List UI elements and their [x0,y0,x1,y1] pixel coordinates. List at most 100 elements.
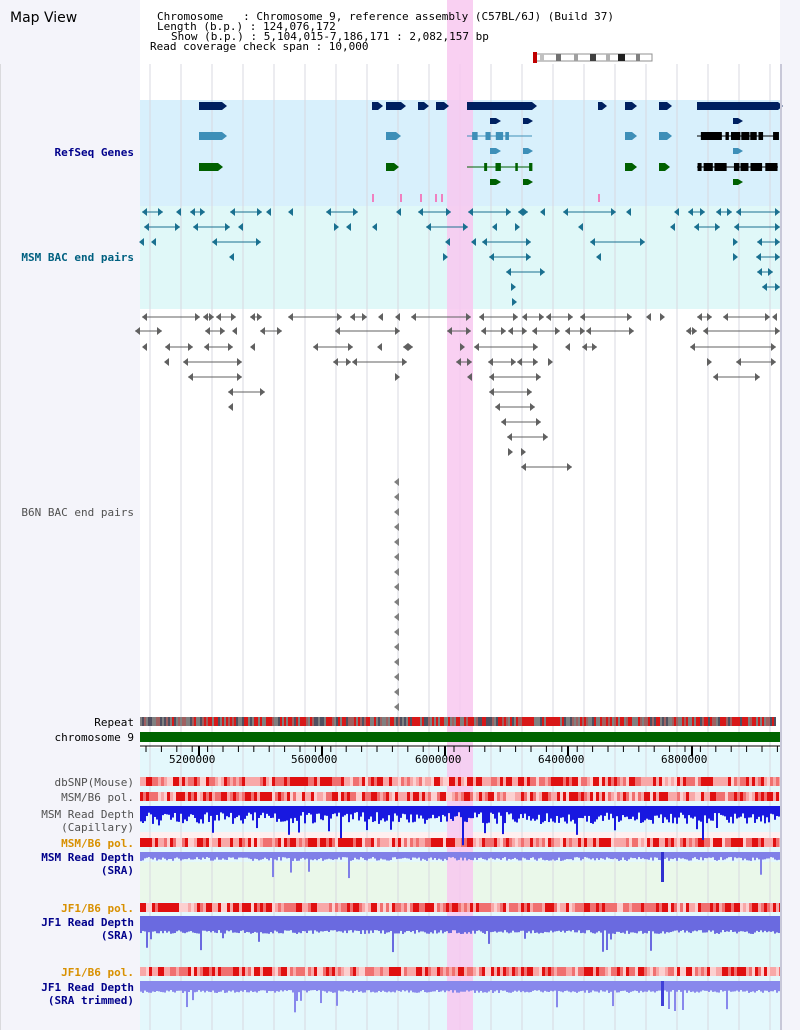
msm-bac-end [266,208,271,216]
jf1-pol-trimmed-heat-cell [185,967,188,976]
b6n-bac-end [394,583,399,591]
track-label-msm-b6-pol-sra[interactable]: MSM/B6 pol. [61,837,134,850]
dbsnp-heat-cell [752,777,755,786]
jf1-depth-trimmed-bar [382,981,384,991]
track-label-jf1-read-depth-sra[interactable]: JF1 Read Depth [41,916,134,929]
jf1-pol-trimmed-heat-cell [227,967,230,976]
msm-depth-sra-bar [294,852,296,859]
dbsnp-heat-cell [155,777,158,786]
jf1-pol-heat-cell [557,903,560,912]
msm-depth-capillary-bar [620,806,622,821]
msm-depth-capillary-bar [388,806,390,816]
msm-pol-heat-cell [332,792,335,801]
msm-pol-sra-heat-cell [401,838,404,847]
msm-depth-capillary-bar [652,806,654,824]
b6n-bac-pair-end [501,418,506,426]
jf1-pol-heat-cell [218,903,221,912]
repeat-segment [614,717,616,726]
refseq-gene [625,102,632,110]
track-label-msm-b6-pol[interactable]: MSM/B6 pol. [61,791,134,804]
dbsnp-heat-cell [644,777,647,786]
jf1-depth-sra-bar [302,916,304,931]
msm-pol-heat-cell [383,792,386,801]
track-label-jf1-read-depth-trimmed[interactable]: JF1 Read Depth [41,981,134,994]
repeat-segment [708,717,710,726]
msm-depth-sra-bar [152,852,154,860]
track-label-refseq-genes[interactable]: RefSeq Genes [54,146,134,159]
jf1-pol-heat-cell [614,903,617,912]
track-label-msm-bac-end-pairs[interactable]: MSM BAC end pairs [21,251,134,264]
repeat-segment [514,717,516,726]
jf1-depth-sra-bar [254,916,256,932]
jf1-pol-trimmed-heat-cell [602,967,605,976]
msm-bac-pair-end [716,208,721,216]
msm-depth-sra-bar [646,852,648,860]
jf1-depth-sra-bar [538,916,540,934]
msm-pol-sra-heat-cell [191,838,194,847]
track-label-dbsnp[interactable]: dbSNP(Mouse) [54,776,134,789]
msm-depth-capillary-bar [722,806,724,816]
track-label-msm-read-depth-sra[interactable]: MSM Read Depth [41,851,134,864]
repeat-segment [594,717,596,726]
jf1-pol-heat-cell [590,903,593,912]
jf1-depth-trimmed-bar [212,981,214,991]
msm-depth-capillary-bar [340,806,342,839]
msm-bac-end [733,253,738,261]
dbsnp-heat-cell [680,777,683,786]
jf1-depth-trimmed-bar [534,981,536,991]
jf1-depth-trimmed-bar [272,981,274,991]
track-label-jf1-b6-pol-trimmed[interactable]: JF1/B6 pol. [61,966,134,979]
track-label-jf1-b6-pol[interactable]: JF1/B6 pol. [61,902,134,915]
msm-depth-capillary-bar [728,806,730,823]
msm-depth-capillary-bar [264,806,266,819]
jf1-depth-sra-bar [462,916,464,934]
repeat-segment [258,717,260,726]
jf1-depth-trimmed-bar [634,981,636,991]
msm-depth-sra-bar [202,852,204,858]
msm-depth-capillary-bar [438,806,440,817]
msm-depth-sra-bar [256,852,258,860]
jf1-depth-trimmed-bar [164,981,166,993]
refseq-gene-exon [498,132,504,140]
msm-pol-sra-heat-cell [287,838,290,847]
msm-bac-end [512,298,517,306]
jf1-depth-sra-bar [450,916,452,933]
jf1-depth-sra-bar [324,916,326,932]
msm-depth-sra-bar [672,852,674,860]
b6n-bac-pair-end [501,327,506,335]
track-label-b6n-bac-end-pairs[interactable]: B6N BAC end pairs [21,506,134,519]
msm-depth-capillary-bar [298,806,300,833]
msm-bac-end [674,208,679,216]
jf1-pol-trimmed-heat-cell [254,967,257,976]
msm-depth-sra-bar [356,852,358,860]
jf1-pol-trimmed-heat-cell [494,967,497,976]
msm-depth-capillary-bar [608,806,610,820]
repeat-segment [342,717,344,726]
jf1-pol-trimmed-heat-cell [473,967,476,976]
msm-bac-pair-end [526,253,531,261]
jf1-depth-sra-bar [636,916,638,934]
jf1-depth-trimmed-bar [696,981,698,992]
jf1-depth-trimmed-bar [582,981,584,991]
jf1-depth-sra-bar [398,916,400,934]
repeat-segment [340,717,342,726]
jf1-depth-trimmed-bar [632,981,634,992]
msm-pol-heat-cell [665,792,668,801]
msm-pol-heat-cell [278,792,281,801]
dbsnp-heat-cell [458,777,461,786]
jf1-pol-trimmed-heat-cell [755,967,758,976]
repeat-segment [378,717,380,726]
msm-pol-sra-heat-cell [497,838,500,847]
track-label-repeat[interactable]: Repeat [94,716,134,729]
msm-bac-end [139,238,144,246]
msm-depth-sra-bar [358,852,360,860]
msm-pol-sra-heat-cell [581,838,584,847]
jf1-pol-heat-cell [371,903,374,912]
jf1-pol-heat-cell [527,903,530,912]
refseq-marker [435,194,437,202]
msm-depth-capillary-bar [632,806,634,817]
msm-depth-sra-bar [332,852,334,860]
track-label-msm-read-depth-capillary[interactable]: MSM Read Depth [41,808,134,821]
jf1-pol-heat-cell [749,903,752,912]
